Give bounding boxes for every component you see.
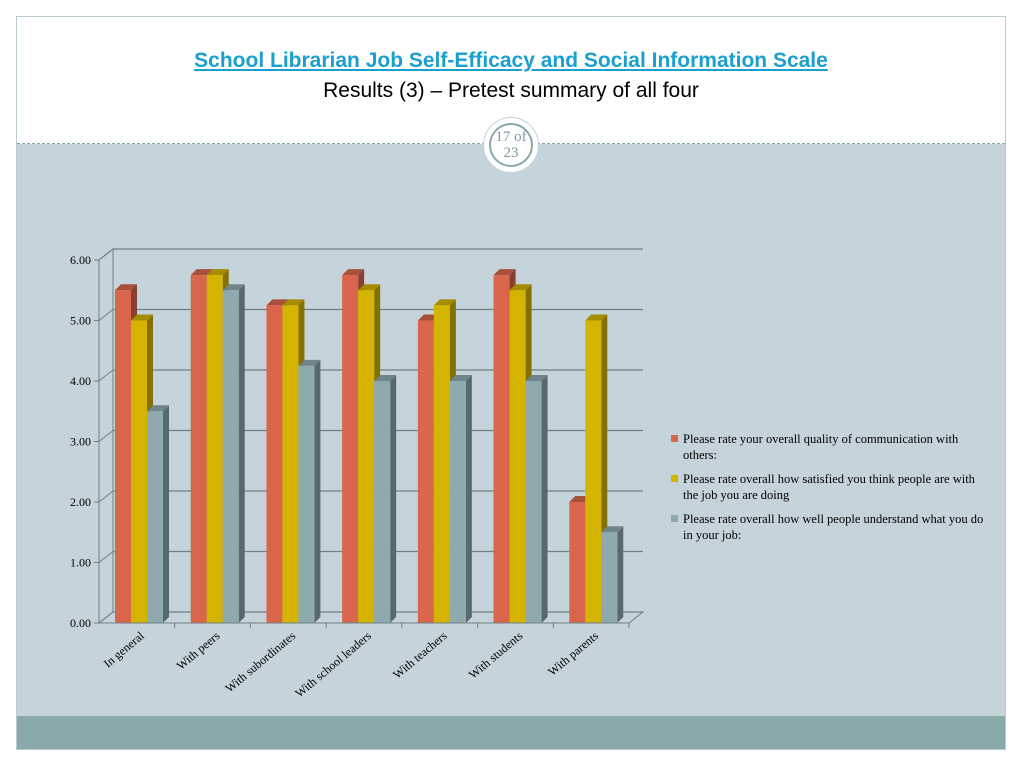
bar-front [569, 502, 586, 623]
slide-subtitle: Results (3) – Pretest summary of all fou… [323, 79, 699, 102]
bar-top [433, 299, 456, 306]
bar-side [541, 375, 548, 623]
bar-side [314, 359, 321, 623]
bar-front [266, 305, 283, 623]
bar-top [298, 359, 321, 366]
bar-side [465, 375, 472, 623]
legend-swatch-2 [671, 475, 678, 482]
bar-front [449, 381, 466, 623]
bar-top [131, 314, 153, 321]
bar-top [358, 284, 381, 291]
bar-front [190, 275, 207, 623]
bar [374, 375, 397, 623]
bar-front [206, 275, 223, 623]
page-number-total: 23 [503, 145, 519, 161]
bar-side [390, 375, 397, 623]
bar [601, 526, 624, 623]
legend-item-series-3: Please rate overall how well people unde… [671, 511, 991, 543]
legend-label-2: Please rate overall how satisfied you th… [683, 472, 975, 502]
bar-front [282, 305, 299, 623]
bar-front [493, 275, 510, 623]
bar-top [374, 375, 397, 381]
bar-top [525, 375, 548, 381]
bar-side [238, 284, 245, 623]
bar-top [115, 284, 137, 291]
x-tick-label: With subordinates [222, 628, 298, 695]
y-tick-label: 4.00 [70, 374, 91, 388]
bar [525, 375, 548, 623]
x-tick-label: With peers [174, 628, 223, 672]
y-tick-label: 1.00 [70, 556, 91, 570]
gridline-diag [98, 248, 114, 261]
y-tick-label: 6.00 [70, 253, 91, 267]
x-tick-label: With students [466, 628, 526, 681]
bar-front [601, 532, 618, 623]
gridline-diag [98, 551, 114, 563]
x-tick-label: In general [101, 628, 148, 670]
page-number-current: 17 of [495, 129, 527, 145]
bar [222, 284, 245, 623]
gridline-diag [98, 430, 114, 442]
bar-front [222, 290, 239, 623]
bar-front [525, 381, 542, 623]
gridline-diag [98, 369, 114, 382]
bar-top [493, 269, 516, 276]
y-tick-label: 2.00 [70, 495, 91, 509]
bar-front [342, 275, 359, 623]
bar-front [509, 290, 526, 623]
bar [147, 405, 169, 623]
bar-top [190, 269, 213, 276]
bar-front [131, 320, 147, 623]
bar-top [222, 284, 245, 291]
bar-top [601, 526, 624, 533]
bar-side [163, 405, 169, 623]
page-number-circle: 17 of 23 [489, 123, 533, 167]
bar-top [206, 269, 229, 276]
bar-top [585, 314, 608, 321]
gridline-diag [98, 309, 114, 321]
slide-title-link[interactable]: School Librarian Job Self-Efficacy and S… [194, 49, 828, 72]
x-tick-label: With teachers [390, 628, 450, 681]
bar-front [585, 320, 602, 623]
y-tick-label: 5.00 [70, 314, 91, 328]
y-tick-label: 0.00 [70, 616, 91, 630]
gridline-diag [98, 611, 114, 624]
bar-top [342, 269, 365, 276]
legend-swatch-1 [671, 435, 678, 442]
footer-bar [17, 716, 1005, 749]
legend-item-series-2: Please rate overall how satisfied you th… [671, 471, 991, 503]
x-tick-label: With school leaders [292, 628, 374, 700]
bar-top [509, 284, 532, 291]
bar-chart: 0.00 1.00 2.00 3.00 4.00 5.00 6.00 In general Wi… [70, 247, 645, 700]
bar-front [374, 381, 391, 623]
bar-top [282, 299, 305, 306]
bar [298, 359, 321, 623]
y-tick-label: 3.00 [70, 435, 91, 449]
bar-top [449, 375, 472, 381]
bar-top [147, 405, 169, 412]
page-number-badge: 17 of 23 [483, 117, 539, 173]
legend-item-series-1: Please rate your overall quality of comm… [671, 431, 991, 463]
x-tick-label: With parents [545, 628, 601, 678]
chart-legend: Please rate your overall quality of comm… [671, 431, 991, 551]
bar [449, 375, 472, 623]
bar-front [433, 305, 450, 623]
bar-front [147, 411, 163, 623]
slide: School Librarian Job Self-Efficacy and S… [16, 16, 1006, 750]
gridline-diag [98, 490, 114, 503]
legend-swatch-3 [671, 515, 678, 522]
bar-side [617, 526, 624, 623]
bar-front [417, 320, 434, 623]
bar-top [266, 299, 289, 306]
bar-front [298, 365, 315, 623]
bar-front [358, 290, 375, 623]
legend-label-3: Please rate overall how well people unde… [683, 512, 984, 542]
bar-front [115, 290, 131, 623]
legend-label-1: Please rate your overall quality of comm… [683, 432, 959, 462]
